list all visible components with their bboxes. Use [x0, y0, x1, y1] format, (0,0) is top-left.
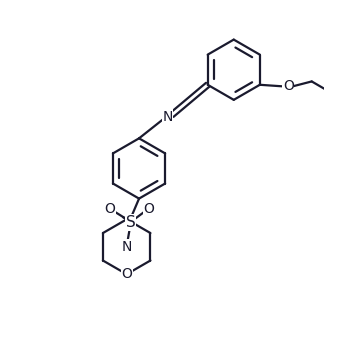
Text: O: O [283, 80, 294, 94]
Text: S: S [126, 215, 136, 230]
Text: O: O [104, 202, 115, 216]
Text: O: O [144, 202, 154, 216]
Text: N: N [162, 110, 173, 124]
Text: O: O [121, 267, 132, 281]
Text: N: N [121, 240, 132, 254]
